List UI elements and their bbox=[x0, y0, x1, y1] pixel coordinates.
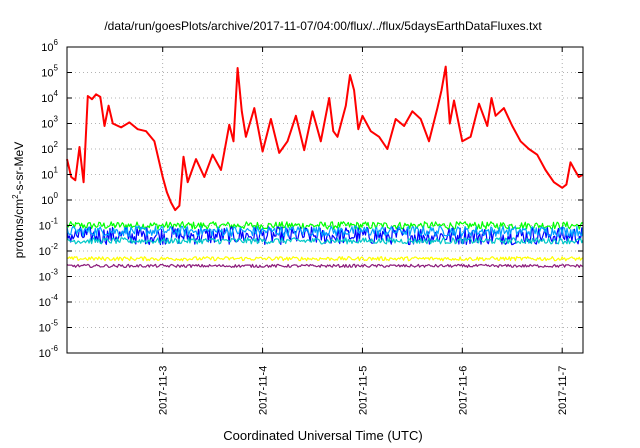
y-tick-exp: 3 bbox=[54, 115, 59, 124]
y-tick-base: 10 bbox=[39, 221, 51, 233]
plot-frame bbox=[66, 46, 584, 354]
series-line-2 bbox=[66, 237, 584, 245]
y-tick-exp: 6 bbox=[54, 38, 59, 47]
x-axis: 2017-11-3 2017-11-4 2017-11-5 2017-11-6 2017… bbox=[158, 47, 569, 415]
y-tick-exp: 2 bbox=[54, 140, 59, 149]
series-line-4 bbox=[66, 225, 584, 237]
x-axis-label: Coordinated Universal Time (UTC) bbox=[223, 428, 422, 443]
y-tick-exp: -6 bbox=[51, 344, 59, 353]
y-tick-exp: -2 bbox=[51, 242, 59, 251]
y-axis-label-main: protons/cm bbox=[12, 199, 26, 258]
x-tick-label: 2017-11-7 bbox=[557, 366, 569, 415]
y-tick-base: 10 bbox=[39, 272, 51, 284]
y-tick-base: 10 bbox=[41, 119, 53, 131]
y-axis-label-sup: 2 bbox=[11, 194, 20, 199]
x-tick-label: 2017-11-4 bbox=[258, 366, 270, 415]
y-axis-label: protons/cm2-s-sr-MeV bbox=[11, 142, 26, 258]
y-tick-label: 100 bbox=[41, 191, 58, 207]
y-tick-exp: 5 bbox=[54, 64, 59, 73]
x-tick-label: 2017-11-5 bbox=[357, 366, 369, 415]
y-tick-base: 10 bbox=[39, 297, 51, 309]
y-tick-base: 10 bbox=[41, 170, 53, 182]
y-tick-label: 105 bbox=[41, 64, 58, 80]
y-tick-label: 106 bbox=[41, 38, 58, 54]
y-tick-base: 10 bbox=[41, 68, 53, 80]
series-line-0 bbox=[66, 65, 584, 212]
y-tick-exp: -5 bbox=[51, 319, 59, 328]
y-tick-exp: 0 bbox=[54, 191, 59, 200]
y-tick-base: 10 bbox=[41, 42, 53, 54]
y-tick-base: 10 bbox=[39, 348, 51, 360]
y-tick-label: 10-2 bbox=[39, 242, 59, 258]
x-tick-label: 2017-11-6 bbox=[457, 366, 469, 415]
chart-title: /data/run/goesPlots/archive/2017-11-07/0… bbox=[104, 19, 542, 33]
y-tick-base: 10 bbox=[39, 246, 51, 258]
y-tick-label: 102 bbox=[41, 140, 58, 156]
y-tick-label: 10-6 bbox=[39, 344, 59, 360]
y-tick-base: 10 bbox=[41, 93, 53, 105]
y-tick-label: 103 bbox=[41, 115, 58, 131]
series-line-6 bbox=[66, 263, 584, 268]
y-tick-label: 10-4 bbox=[39, 293, 59, 309]
y-axis-label-tail: -s-sr-MeV bbox=[12, 142, 26, 195]
y-tick-exp: -3 bbox=[51, 268, 59, 277]
series-layer bbox=[66, 65, 584, 268]
grid-lines bbox=[67, 47, 583, 353]
y-tick-label: 10-1 bbox=[39, 217, 59, 233]
y-tick-label: 10-5 bbox=[39, 319, 59, 335]
y-tick-exp: 4 bbox=[54, 89, 59, 98]
y-tick-label: 101 bbox=[41, 166, 58, 182]
series-line-5 bbox=[66, 256, 584, 262]
y-tick-base: 10 bbox=[41, 144, 53, 156]
y-tick-base: 10 bbox=[39, 323, 51, 335]
series-line-1 bbox=[66, 221, 584, 230]
x-tick-label: 2017-11-3 bbox=[158, 366, 170, 415]
y-tick-label: 10-3 bbox=[39, 268, 59, 284]
y-tick-exp: -4 bbox=[51, 293, 59, 302]
y-tick-exp: -1 bbox=[51, 217, 59, 226]
y-axis: 10-610-510-410-310-210-11001011021031041… bbox=[39, 38, 583, 360]
y-tick-base: 10 bbox=[41, 195, 53, 207]
y-tick-label: 104 bbox=[41, 89, 58, 105]
y-tick-exp: 1 bbox=[54, 166, 59, 175]
